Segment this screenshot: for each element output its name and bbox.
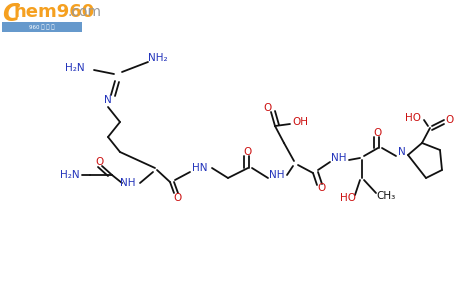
Text: 960 化 工 网: 960 化 工 网 [29,24,55,30]
Text: CH₃: CH₃ [376,191,396,201]
Text: O: O [374,128,382,138]
Text: OH: OH [292,117,308,127]
Text: C: C [2,2,19,26]
Bar [2,22,82,32]
Text: NH: NH [331,153,347,163]
Text: O: O [96,157,104,167]
Text: O: O [318,183,326,193]
Text: H₂N: H₂N [60,170,80,180]
Text: HN: HN [192,163,208,173]
Text: O: O [244,147,252,157]
Text: HO: HO [340,193,356,203]
Text: O: O [174,193,182,203]
Text: hem960: hem960 [14,3,95,21]
Text: NH₂: NH₂ [148,53,168,63]
Text: N: N [104,95,112,105]
Text: N: N [398,147,406,157]
Text: NH: NH [120,178,136,188]
Text: HO: HO [405,113,421,123]
Text: O: O [446,115,454,125]
Text: O: O [264,103,272,113]
Text: NH: NH [269,170,285,180]
Text: .com: .com [68,5,102,19]
Text: H₂N: H₂N [65,63,85,73]
